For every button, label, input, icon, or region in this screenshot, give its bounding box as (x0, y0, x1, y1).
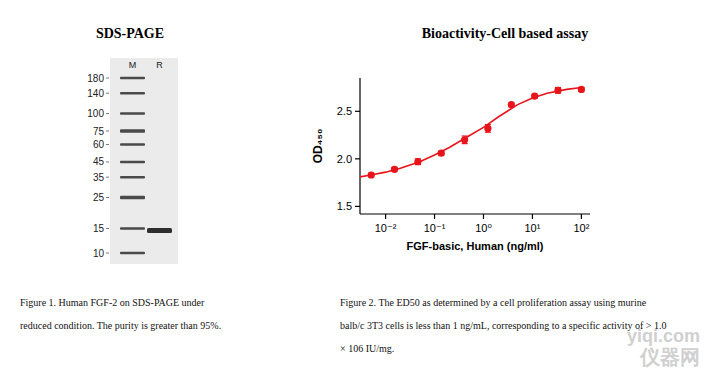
x-tick (532, 214, 533, 219)
x-tick-label: 10² (573, 222, 589, 234)
marker-band (120, 143, 145, 146)
kda-label: 35 (93, 172, 105, 183)
marker-band (120, 112, 145, 115)
lane-label: R (156, 60, 163, 70)
kda-tick (106, 197, 109, 198)
kda-label: 10 (93, 248, 105, 259)
kda-label: 60 (93, 139, 105, 150)
marker-band (120, 176, 145, 179)
marker-band (120, 92, 145, 95)
kda-label: 45 (93, 156, 105, 167)
gel-caption: Figure 1. Human FGF-2 on SDS-PAGE under (20, 297, 205, 308)
x-tick-label: 10¹ (524, 222, 540, 234)
page: SDS-PAGE M R 180 140 100 75 60 45 35 25 15 10 Figure … (0, 0, 720, 370)
fit-line (360, 88, 581, 177)
marker-band (120, 129, 145, 133)
watermark: yiqi.com (627, 326, 700, 346)
y-axis-label: OD₄₅₀ (311, 129, 325, 164)
x-tick-label: 10⁰ (475, 222, 492, 234)
x-tick (581, 214, 582, 219)
x-tick (385, 214, 386, 219)
lane-label: M (129, 60, 137, 70)
gel-image (110, 58, 178, 264)
kda-label: 180 (87, 73, 104, 84)
y-tick (355, 206, 360, 207)
y-tick-label: 1.5 (337, 200, 352, 212)
y-tick-label: 2.0 (337, 153, 352, 165)
chart-panel: Bioactivity-Cell based assay 10⁻² 10⁻¹ 10⁰ 1… (311, 26, 666, 354)
plot-data (360, 86, 585, 179)
gel-caption: reduced condition. The purity is greater… (20, 320, 221, 331)
x-axis-label: FGF-basic, Human (ng/ml) (407, 240, 544, 252)
gel-title: SDS-PAGE (96, 26, 164, 41)
watermark: 仪器网 (639, 346, 700, 368)
kda-label: 75 (93, 126, 105, 137)
kda-label: 100 (87, 108, 104, 119)
x-tick-label: 10⁻¹ (424, 222, 446, 234)
kda-tick (106, 228, 109, 229)
x-tick (434, 214, 435, 219)
kda-tick (106, 253, 109, 254)
chart-caption: Figure 2. The ED50 as determined by a ce… (340, 297, 647, 308)
y-tick-label: 2.5 (337, 105, 352, 117)
kda-tick (106, 177, 109, 178)
marker-band (120, 252, 145, 255)
y-tick (355, 111, 360, 112)
y-tick (355, 158, 360, 159)
x-tick-label: 10⁻² (375, 222, 397, 234)
chart-caption: × 106 IU/mg. (340, 343, 394, 354)
kda-tick (106, 144, 109, 145)
marker-band (120, 77, 145, 80)
gel-panel: SDS-PAGE M R 180 140 100 75 60 45 35 25 15 10 Figure … (20, 26, 221, 331)
marker-band (120, 227, 145, 230)
kda-label: 25 (93, 192, 105, 203)
chart-caption: balb/c 3T3 cells is less than 1 ng/mL, c… (340, 320, 666, 331)
y-axis (359, 78, 360, 214)
marker-band (120, 161, 145, 164)
kda-tick (106, 78, 109, 79)
sample-band (147, 228, 172, 233)
kda-label: 140 (87, 88, 104, 99)
kda-tick (106, 113, 109, 114)
chart-title: Bioactivity-Cell based assay (422, 26, 588, 41)
kda-tick (106, 131, 109, 132)
background (0, 0, 720, 370)
kda-tick (106, 161, 109, 162)
kda-label: 15 (93, 223, 105, 234)
x-tick (483, 214, 484, 219)
x-axis (360, 213, 590, 214)
kda-tick (106, 93, 109, 94)
data-point (578, 86, 585, 93)
marker-band (120, 196, 145, 200)
